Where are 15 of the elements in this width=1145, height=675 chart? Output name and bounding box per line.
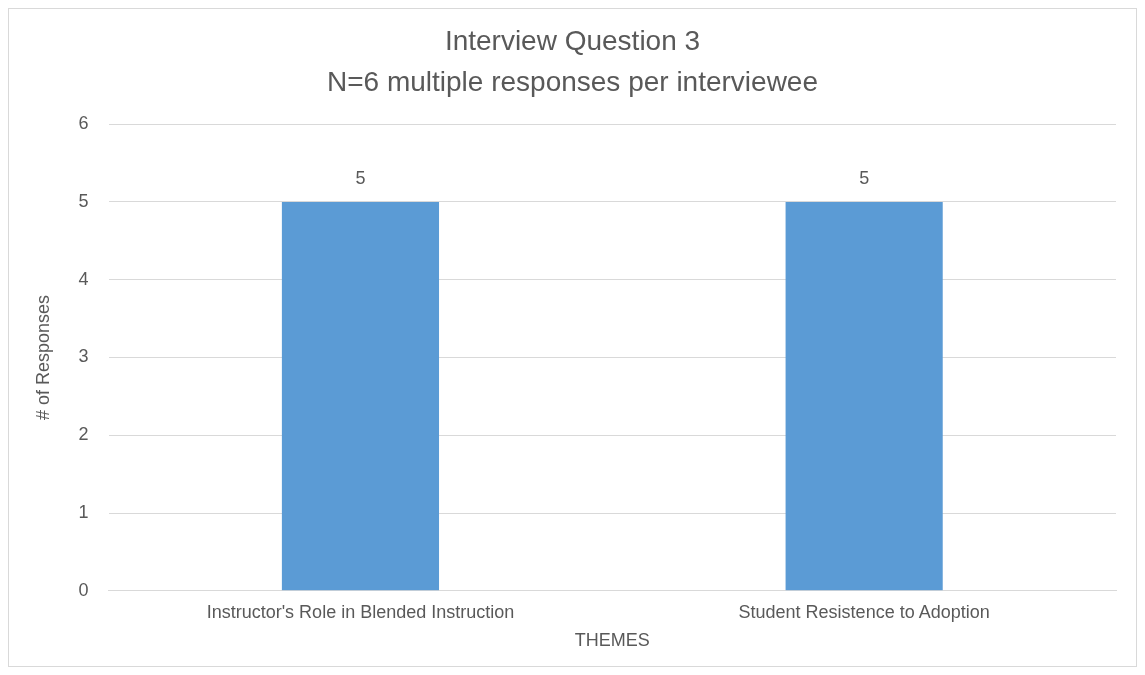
data-label: 5: [355, 167, 366, 188]
x-axis-title: THEMES: [574, 630, 650, 651]
y-tick-label: 3: [78, 346, 89, 367]
y-tick-label: 5: [78, 190, 89, 211]
y-tick-label: 2: [78, 424, 89, 445]
x-tick-label: Student Resistence to Adoption: [738, 601, 990, 622]
y-tick-label: 1: [78, 502, 89, 522]
chart-title: Interview Question 3: [444, 24, 701, 56]
data-label: 5: [859, 167, 870, 188]
chart-subtitle: N=6 multiple responses per interviewee: [326, 66, 819, 98]
y-axis-title: # of Responses: [32, 294, 53, 421]
y-tick-label: 6: [78, 113, 89, 134]
y-tick-label: 0: [78, 579, 89, 600]
x-tick-label: Instructor's Role in Blended Instruction: [206, 601, 515, 622]
y-tick-label: 4: [78, 268, 89, 289]
